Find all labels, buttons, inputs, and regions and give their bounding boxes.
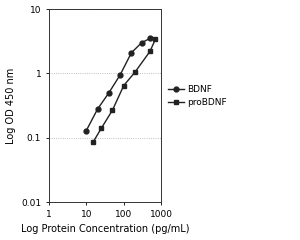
BDNF xyxy=(96,108,99,110)
proBDNF xyxy=(99,127,103,130)
proBDNF xyxy=(91,141,95,144)
Line: BDNF: BDNF xyxy=(84,36,152,133)
Line: proBDNF: proBDNF xyxy=(91,37,158,145)
BDNF xyxy=(107,91,111,94)
BDNF xyxy=(118,73,122,76)
BDNF xyxy=(130,51,133,54)
Y-axis label: Log OD 450 nm: Log OD 450 nm xyxy=(6,67,16,144)
Legend: BDNF, proBDNF: BDNF, proBDNF xyxy=(167,84,227,108)
BDNF xyxy=(148,37,152,40)
proBDNF xyxy=(154,38,157,41)
proBDNF xyxy=(122,84,126,87)
X-axis label: Log Protein Concentration (pg/mL): Log Protein Concentration (pg/mL) xyxy=(21,224,189,234)
proBDNF xyxy=(111,109,114,112)
proBDNF xyxy=(148,50,152,53)
proBDNF xyxy=(133,71,137,73)
BDNF xyxy=(85,129,88,132)
BDNF xyxy=(140,41,143,44)
